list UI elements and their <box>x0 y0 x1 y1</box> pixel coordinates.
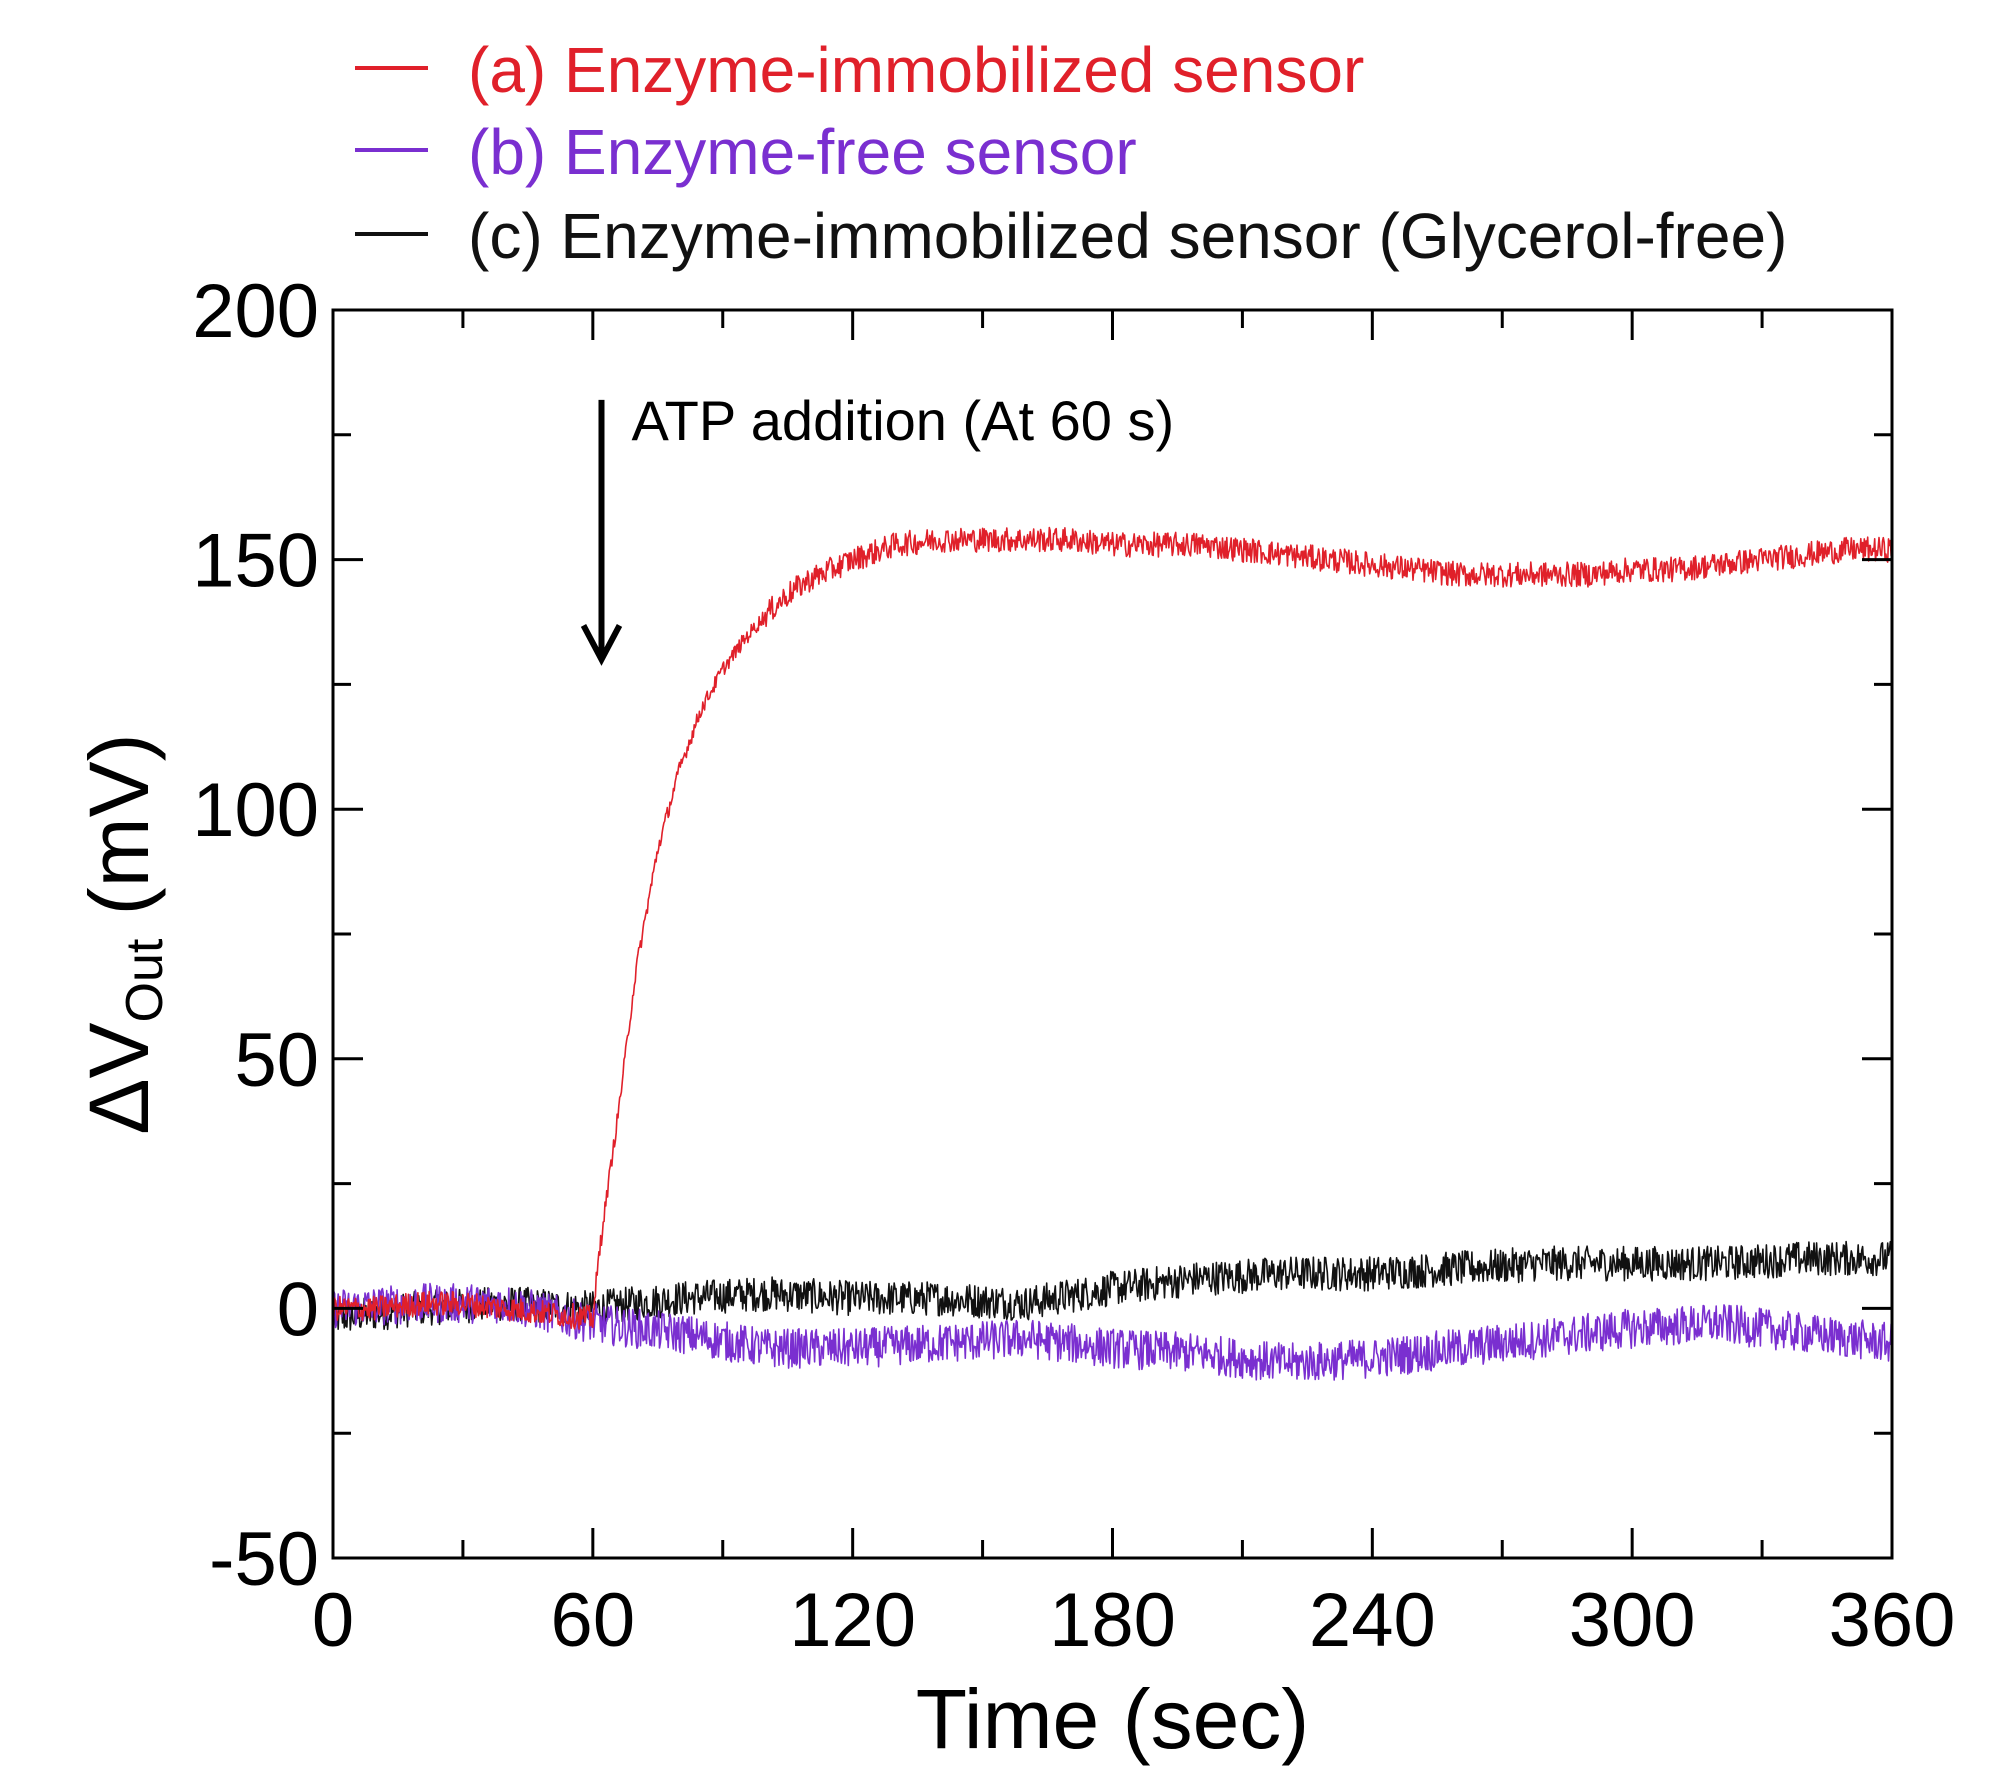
annotation-text: ATP addition (At 60 s) <box>631 389 1174 452</box>
series-line-b <box>332 1282 1893 1381</box>
y-axis-label-sub: Out <box>116 938 174 1022</box>
y-tick-label: 150 <box>192 519 319 604</box>
x-axis-label: Time (sec) <box>916 1672 1310 1766</box>
x-tick-label: 0 <box>312 1578 354 1663</box>
y-axis-label-main: ΔV <box>72 1022 166 1134</box>
y-tick-label: 100 <box>192 768 319 853</box>
legend: (a) Enzyme-immobilized sensor (b) Enzyme-… <box>355 34 1787 272</box>
y-tick-label: 50 <box>234 1018 319 1103</box>
x-tick-labels: 0 60 120 180 240 300 360 <box>312 1578 1956 1663</box>
x-tick-label: 180 <box>1049 1578 1176 1663</box>
y-axis-label: ΔVOut (mV) <box>72 733 174 1134</box>
y-tick-label: 200 <box>192 269 319 354</box>
x-tick-label: 60 <box>551 1578 636 1663</box>
y-tick-label: -50 <box>209 1517 319 1602</box>
axis-ticks <box>331 308 1894 1560</box>
annotation-arrowhead <box>580 624 623 666</box>
x-tick-label: 360 <box>1829 1578 1956 1663</box>
y-axis-label-unit: (mV) <box>72 733 166 938</box>
legend-label: (a) Enzyme-immobilized sensor <box>468 34 1364 106</box>
legend-label: (b) Enzyme-free sensor <box>468 116 1137 188</box>
x-tick-label: 120 <box>789 1578 916 1663</box>
x-tick-label: 300 <box>1569 1578 1696 1663</box>
series-line-c <box>332 1240 1893 1331</box>
y-tick-label: 0 <box>277 1267 319 1352</box>
series-layer <box>332 526 1893 1381</box>
y-tick-labels: -50 0 50 100 150 200 <box>192 269 319 1602</box>
legend-label: (c) Enzyme-immobilized sensor (Glycerol-… <box>468 200 1787 272</box>
x-tick-label: 240 <box>1309 1578 1436 1663</box>
annotation: ATP addition (At 60 s) <box>580 389 1174 666</box>
series-line-a <box>332 526 1893 1330</box>
plot-frame <box>331 308 1894 1560</box>
